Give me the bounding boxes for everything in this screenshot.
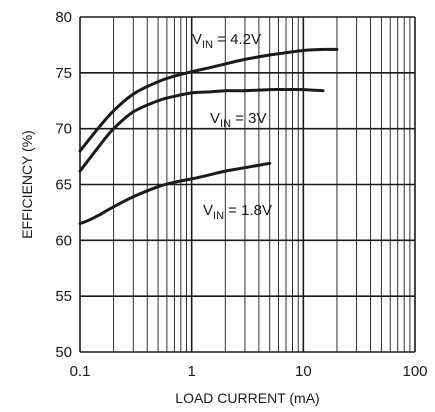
x-tick-label: 1 <box>187 363 195 380</box>
series-lines <box>78 47 339 226</box>
x-tick-label: 100 <box>402 363 427 380</box>
y-axis-title: EFFICIENCY (%) <box>19 130 35 239</box>
series-label-vin-3v: VIN = 3V <box>210 110 266 130</box>
y-tick-label: 75 <box>55 65 72 82</box>
series-line-2 <box>78 161 272 226</box>
y-tick-label: 55 <box>55 288 72 305</box>
series-line-0 <box>78 47 339 153</box>
x-axis-title: LOAD CURRENT (mA) <box>175 390 319 406</box>
y-tick-label: 70 <box>55 121 72 138</box>
grid <box>79 16 416 353</box>
y-tick-label: 65 <box>55 177 72 194</box>
y-tick-label: 50 <box>55 344 72 361</box>
y-tick-label: 60 <box>55 232 72 249</box>
series-label-vin-4-2v: VIN = 4.2V <box>192 31 261 51</box>
tick-labels: 50 55 60 65 70 75 80 0.1 1 10 100 <box>55 9 427 380</box>
y-tick-label: 80 <box>55 9 72 26</box>
series-line-1 <box>78 88 325 173</box>
series-label-vin-1-8v: VIN = 1.8V <box>203 202 272 222</box>
x-tick-label: 10 <box>295 363 312 380</box>
x-tick-label: 0.1 <box>70 363 91 380</box>
